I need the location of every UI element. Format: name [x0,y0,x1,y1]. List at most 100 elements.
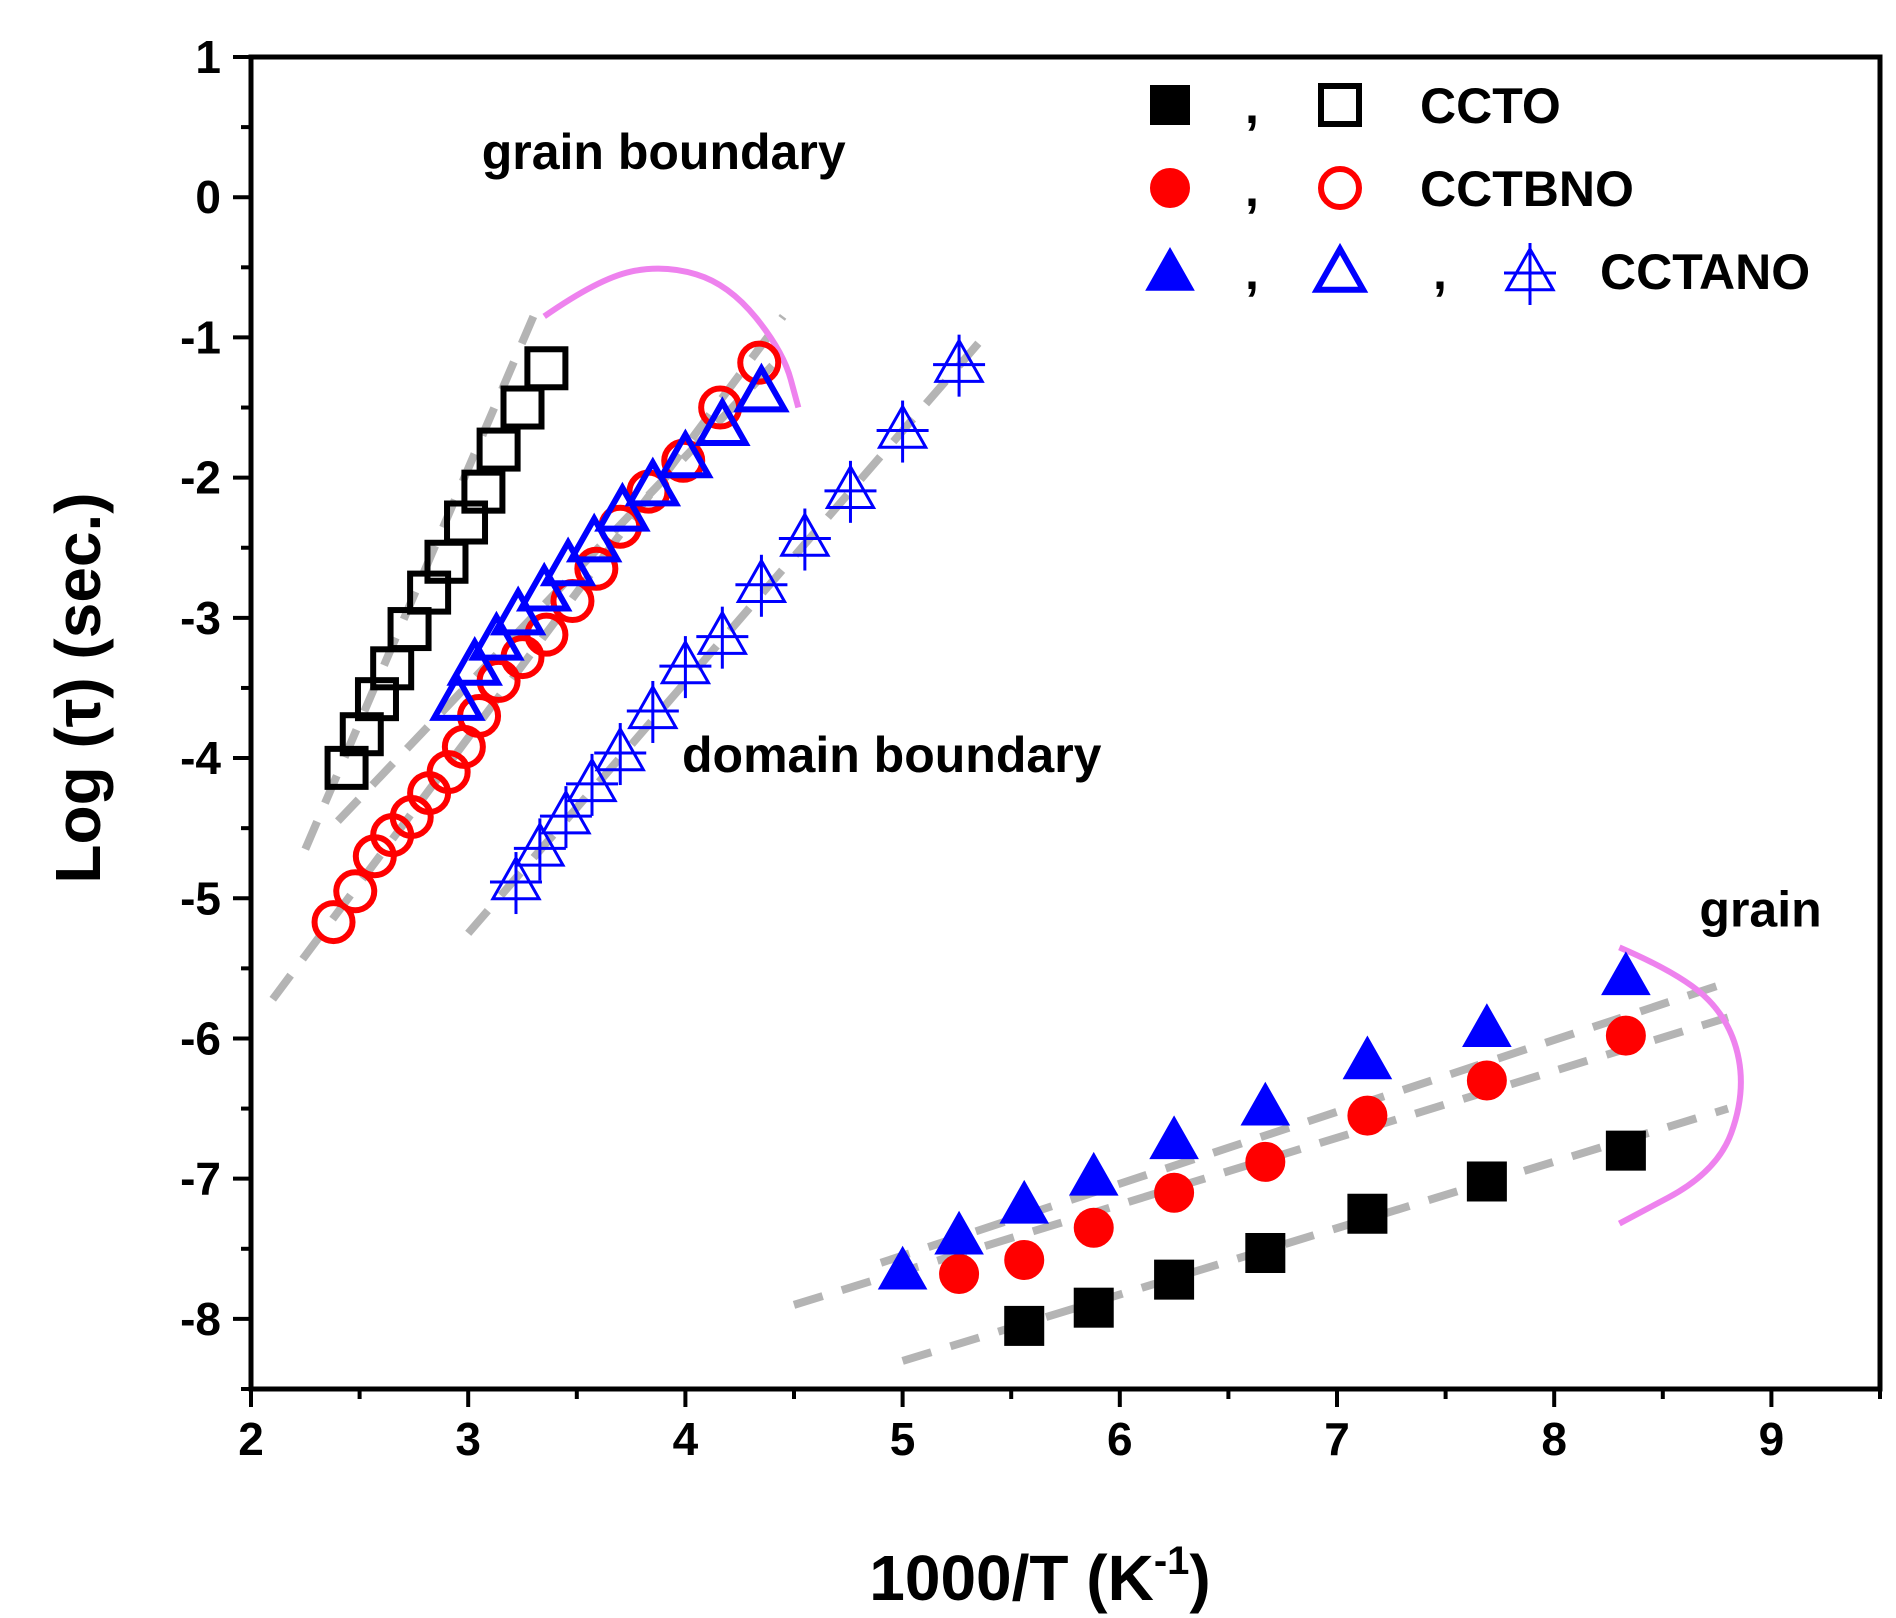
x-axis-title-sup: -1 [1154,1539,1190,1583]
data-points [311,334,1651,1346]
x-tick-label-3: 3 [455,1413,481,1465]
series-5-point-1 [1004,1305,1045,1346]
series-4-point-1 [489,852,542,915]
series-7-point-6 [1240,1081,1291,1126]
series-7 [877,951,1651,1290]
series-1-point-9 [461,469,506,514]
y-tick-label--5: -5 [180,872,221,924]
series-6-point-4 [1154,1172,1195,1213]
y-tick-label--3: -3 [180,592,221,644]
legend-label-CCTBNO: CCTBNO [1420,161,1634,217]
series-2-point-19 [737,340,782,385]
series-3-point-4 [489,585,547,636]
series-3-point-7 [565,512,623,563]
series-7-point-5 [1149,1115,1199,1160]
x-tick-label-6: 6 [1107,1413,1133,1465]
y-tick-label--1: -1 [180,311,221,363]
series-2 [311,340,782,945]
series-5-point-3 [1154,1259,1195,1300]
y-tick-label--2: -2 [180,452,221,504]
series-6-point-1 [939,1254,980,1295]
series-1-point-3 [354,677,399,722]
x-axis-title-main: 1000/T (K [869,1542,1154,1614]
plot-frame [248,54,1883,1392]
series-4-point-10 [778,508,831,571]
x-tick-label-9: 9 [1759,1413,1785,1465]
series-4-point-4 [566,753,619,816]
series-3 [429,362,790,721]
series-3-point-12 [733,362,790,413]
legend-symbol-CCTO-1 [1150,85,1190,125]
series-6 [939,1015,1646,1295]
y-tick-label--8: -8 [180,1293,221,1345]
series-7-point-8 [1462,1003,1512,1047]
series-4-point-6 [626,680,679,743]
x-axis-title-close: ) [1189,1542,1210,1614]
arc-2 [1617,944,1744,1227]
series-7-point-4 [1068,1151,1119,1196]
series-4-point-2 [513,818,566,881]
series-5-point-2 [1073,1287,1114,1328]
series-3-point-6 [539,536,597,587]
legend-label-CCTO: CCTO [1420,78,1561,134]
x-tick-label-7: 7 [1324,1413,1350,1465]
series-3-point-11 [694,396,751,447]
legend-symbol-CCTBNO-2 [1318,166,1362,210]
series-5-point-6 [1466,1161,1507,1202]
series-7-point-1 [877,1245,928,1290]
y-tick-label--6: -6 [180,1012,221,1064]
legend-separator-CCTBNO-1: , [1245,161,1259,217]
x-tick-label-8: 8 [1541,1413,1567,1465]
series-2-point-14 [574,546,619,591]
fit-line-1 [301,314,538,851]
series-1-point-10 [476,427,521,472]
arc-1 [542,265,802,409]
legend-entry-CCTANO: ,, CCTANO [1145,242,1810,305]
legend-symbol-CCTANO-2 [1311,242,1369,293]
series-1-point-1 [324,745,369,790]
series-4-point-7 [659,636,712,699]
x-axis-title: 1000/T (K-1) [869,1539,1210,1614]
series-4-point-11 [824,460,877,523]
series-1-point-12 [524,346,569,391]
legend-separator-CCTANO-2: , [1433,244,1447,300]
series-4-point-13 [933,334,986,397]
legend: , CCTO, CCTBNO ,, CCTANO [1145,78,1810,305]
legend-entry-CCTBNO: , CCTBNO [1150,161,1634,217]
series-5-point-4 [1245,1232,1286,1273]
x-tick-label-2: 2 [238,1413,264,1465]
series-6-point-6 [1347,1095,1388,1136]
series-1-point-11 [500,385,545,430]
series-4-point-9 [735,554,788,617]
series-3-point-10 [657,428,714,479]
fit-line-2 [269,313,787,1002]
series-3-point-9 [624,456,682,507]
series-3-point-2 [446,636,503,686]
series-7-point-9 [1601,951,1651,996]
series-3-point-5 [515,561,573,612]
series-2-point-1 [311,900,356,945]
y-tick-label--7: -7 [180,1153,221,1205]
series-7-point-7 [1342,1035,1393,1080]
series-5 [1004,1130,1646,1346]
series-6-point-5 [1245,1141,1286,1182]
series-3-point-1 [429,671,486,721]
series-3-point-8 [594,481,651,532]
legend-symbol-CCTANO-3 [1504,243,1556,305]
series-3-point-3 [468,610,525,661]
series-5-point-7 [1605,1130,1646,1171]
arc-annotations [542,265,1744,1227]
series-4-point-12 [876,400,929,463]
series-4-point-3 [539,786,592,849]
annotation-grain-boundary: grain boundary [482,124,846,180]
ticks: 2 3 4 5 6 7 8 910-1-2-3-4-5-6-7-8 [180,31,1882,1465]
legend-symbol-CCTBNO-1 [1150,168,1190,208]
annotation-domain-boundary: domain boundary [682,727,1102,783]
y-axis-title: Log (τ) (sec.) [42,492,114,883]
series-6-point-8 [1605,1015,1646,1056]
x-tick-label-4: 4 [673,1413,699,1465]
fit-line-7 [901,1104,1730,1365]
annotations: grain boundary domain boundary grain [482,124,1822,937]
axes [248,54,1883,1392]
